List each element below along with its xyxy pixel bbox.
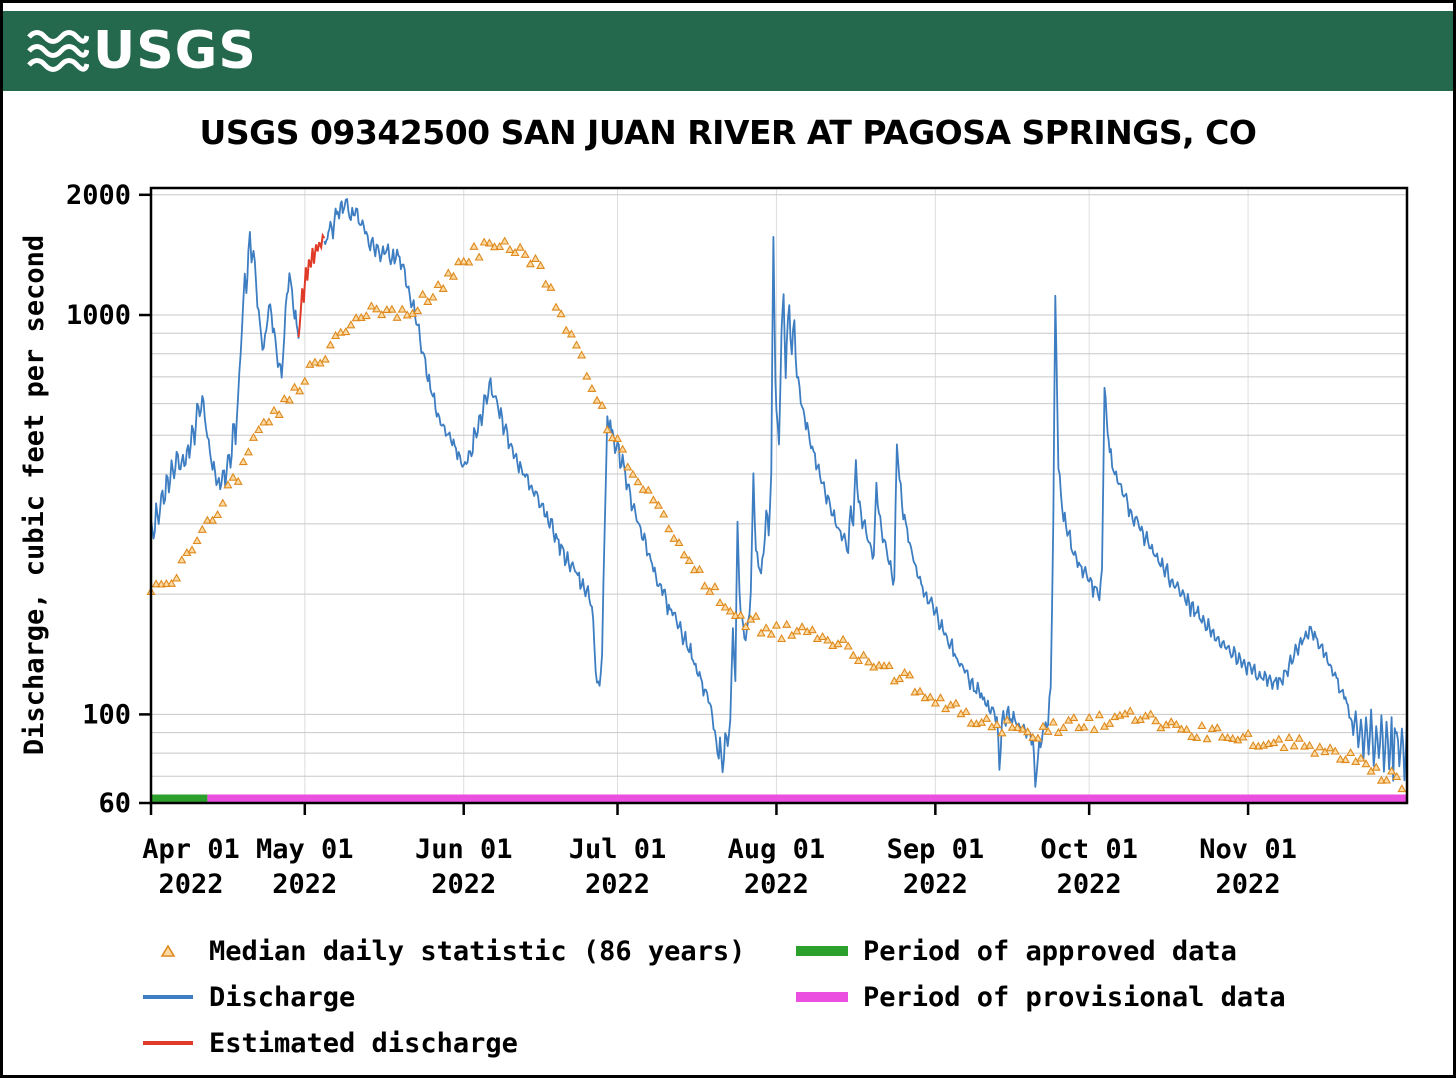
- median-marker-swatch: [139, 943, 197, 959]
- y-tick-label: 100: [82, 699, 131, 730]
- legend-item-provisional: Period of provisional data: [793, 981, 1286, 1013]
- legend-label-provisional: Period of provisional data: [863, 981, 1286, 1013]
- estimated-discharge-line: [297, 232, 326, 338]
- hydrograph-plot: 2000 1000 100 60 Discharge, cubic feet per s…: [19, 180, 1409, 900]
- x-tick-label-month: Sep 01: [887, 834, 985, 865]
- x-axis: Apr 01 2022 May 01 2022 Jun 01 2022 Jul 01 2022…: [142, 803, 1297, 900]
- x-tick-label-year: 2022: [903, 869, 968, 900]
- y-axis: 2000 1000 100 60 Discharge, cubic feet per s…: [19, 180, 151, 819]
- x-tick-label-month: May 01: [256, 834, 354, 865]
- y-tick-label: 1000: [66, 300, 131, 331]
- x-tick-label-month: Oct 01: [1040, 834, 1138, 865]
- legend-swatch-discharge: [143, 995, 193, 999]
- legend-item-discharge: Discharge: [139, 981, 355, 1013]
- discharge-line: [150, 198, 1408, 788]
- usgs-waves-icon: [27, 30, 89, 72]
- x-tick-label-year: 2022: [158, 869, 223, 900]
- y-tick-label: 2000: [66, 180, 131, 211]
- legend-item-estimated: Estimated discharge: [139, 1027, 518, 1059]
- x-tick-label-year: 2022: [272, 869, 337, 900]
- y-axis-title: Discharge, cubic feet per second: [19, 235, 50, 755]
- x-tick-label-month: Jun 01: [415, 834, 513, 865]
- plot-frame: [149, 186, 1409, 805]
- legend-label-estimated: Estimated discharge: [209, 1027, 518, 1059]
- x-tick-label-year: 2022: [1216, 869, 1281, 900]
- legend-item-approved: Period of approved data: [793, 935, 1237, 967]
- vertical-gridlines: [304, 188, 1249, 803]
- legend-swatch-approved: [796, 946, 848, 956]
- legend-median-triangle: [160, 944, 176, 957]
- usgs-header-banner: USGS: [3, 11, 1453, 91]
- legend-label-approved: Period of approved data: [863, 935, 1237, 967]
- x-tick-label-month: Apr 01: [142, 834, 240, 865]
- legend-item-median: Median daily statistic (86 years): [139, 935, 745, 967]
- y-tick-label: 60: [98, 788, 131, 819]
- legend-label-median: Median daily statistic (86 years): [209, 935, 746, 967]
- legend-swatch-estimated: [143, 1041, 193, 1045]
- usgs-logo: USGS: [25, 21, 257, 81]
- x-tick-label-year: 2022: [1057, 869, 1122, 900]
- x-tick-label-year: 2022: [585, 869, 650, 900]
- median-triangle-icon: [160, 944, 176, 957]
- horizontal-gridlines: [151, 194, 1407, 777]
- x-tick-label-month: Aug 01: [728, 834, 826, 865]
- x-tick-label-year: 2022: [431, 869, 496, 900]
- usgs-logo-text: USGS: [93, 21, 257, 81]
- x-tick-label-year: 2022: [744, 869, 809, 900]
- legend-label-discharge: Discharge: [209, 981, 356, 1013]
- x-tick-label-month: Jul 01: [569, 834, 667, 865]
- legend-swatch-provisional: [796, 992, 848, 1002]
- x-tick-label-month: Nov 01: [1199, 834, 1297, 865]
- chart-title: USGS 09342500 SAN JUAN RIVER AT PAGOSA S…: [199, 113, 1257, 152]
